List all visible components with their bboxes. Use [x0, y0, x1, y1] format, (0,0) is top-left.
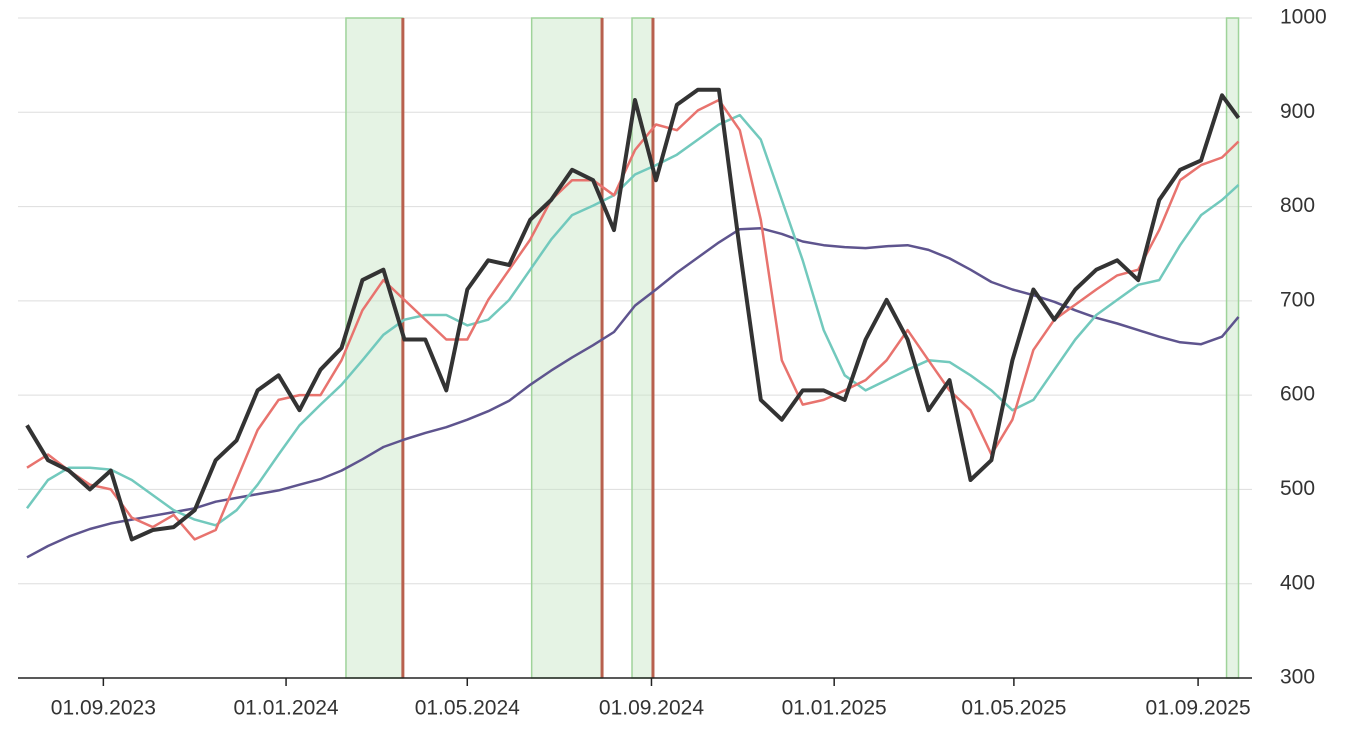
highlight-range	[530, 17, 603, 679]
y-tick-label: 700	[1280, 288, 1315, 311]
series-line	[25, 113, 1240, 527]
y-tick-label: 900	[1280, 100, 1315, 123]
x-tick-label: 01.05.2024	[415, 697, 520, 720]
highlight-range	[631, 17, 654, 679]
y-tick-label: 300	[1280, 666, 1315, 689]
y-tick-label: 400	[1280, 571, 1315, 594]
highlight-range	[345, 17, 404, 679]
x-tick-label: 01.01.2024	[234, 697, 339, 720]
y-tick-label: 1000	[1280, 6, 1327, 29]
series-line	[26, 98, 1240, 541]
x-tick-label: 01.05.2025	[961, 697, 1066, 720]
y-tick-label: 800	[1280, 194, 1315, 217]
x-tick-label: 01.09.2024	[599, 697, 704, 720]
x-tick-label: 01.01.2025	[782, 697, 887, 720]
series-line	[25, 87, 1241, 542]
y-tick-label: 600	[1280, 383, 1315, 406]
y-tick-label: 500	[1280, 477, 1315, 500]
x-tick-label: 01.09.2025	[1146, 697, 1251, 720]
x-tick-label: 01.09.2023	[51, 697, 156, 720]
